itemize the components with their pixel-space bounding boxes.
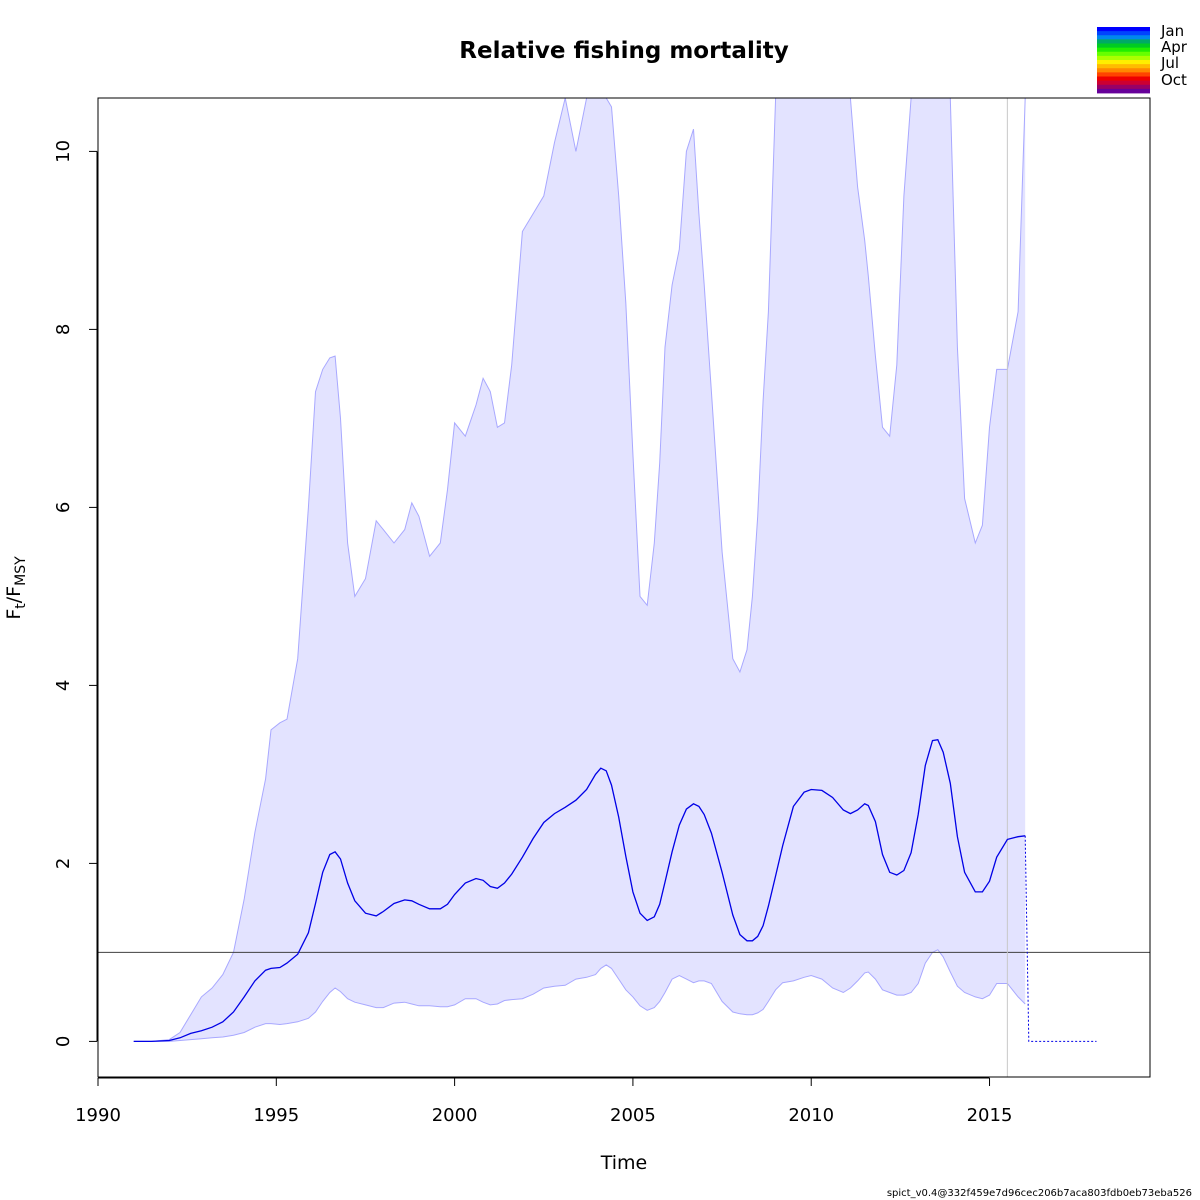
legend-color-swatch (1097, 35, 1150, 40)
legend-color-swatch (1097, 55, 1150, 61)
y-axis-label-sep: /F (3, 586, 25, 603)
legend-color-swatch (1097, 76, 1150, 82)
footer-version: spict_v0.4@332f459e7d96cec206b7aca803fdb… (887, 1188, 1192, 1199)
y-axis-label-main: F (3, 609, 25, 620)
x-tick-label: 1995 (253, 1105, 299, 1126)
x-tick-label: 2015 (967, 1105, 1013, 1126)
plot-area (98, 98, 1150, 1077)
x-axis-label: Time (600, 1152, 648, 1174)
legend-color-swatch (1097, 64, 1150, 69)
legend-color-swatch (1097, 88, 1150, 94)
lower-ci-line (133, 949, 1026, 1042)
plot-frame (97, 97, 1151, 1078)
ci-band (133, 98, 1026, 1042)
x-tick-label: 2010 (788, 1105, 834, 1126)
y-axis-label-sub2: MSY (13, 556, 29, 586)
y-axis-label-sub1: t (13, 603, 29, 609)
y-tick-label: 2 (53, 858, 74, 869)
legend-label: Oct (1161, 71, 1187, 89)
x-tick-label: 2005 (610, 1105, 656, 1126)
y-axis: 0 2 4 6 8 10 (53, 140, 98, 1047)
y-tick-label: 8 (53, 324, 74, 335)
x-axis: 1990 1995 2000 2005 2010 2015 (75, 1077, 1013, 1126)
x-tick-label: 2000 (432, 1105, 478, 1126)
legend-color-swatch (1097, 51, 1150, 57)
legend-label: Apr (1161, 38, 1188, 56)
forecast-line (1024, 835, 1097, 1042)
y-tick-label: 0 (53, 1036, 74, 1047)
legend-color-swatch (1097, 60, 1150, 65)
y-axis-label: Ft/FMSY (3, 556, 29, 620)
upper-ci-line (133, 98, 1026, 1042)
legend-color-swatch (1097, 39, 1150, 44)
legend-color-swatch (1097, 72, 1150, 77)
legend-color-swatch (1097, 47, 1150, 53)
chart-title: Relative fishing mortality (459, 38, 788, 64)
y-tick-label: 4 (53, 680, 74, 691)
legend-color-swatch (1097, 27, 1150, 32)
legend-label: Jan (1160, 22, 1184, 40)
x-tick-label: 1990 (75, 1105, 121, 1126)
legend-color-swatch (1097, 68, 1150, 73)
legend-color-swatch (1097, 80, 1150, 86)
legend-color-swatch (1097, 43, 1150, 49)
y-tick-label: 6 (53, 502, 74, 513)
y-tick-label: 10 (53, 140, 74, 163)
estimate-line (133, 738, 1026, 1043)
legend-color-swatch (1097, 31, 1150, 36)
legend-color-swatch (1097, 84, 1150, 90)
legend-label: Jul (1160, 54, 1179, 72)
